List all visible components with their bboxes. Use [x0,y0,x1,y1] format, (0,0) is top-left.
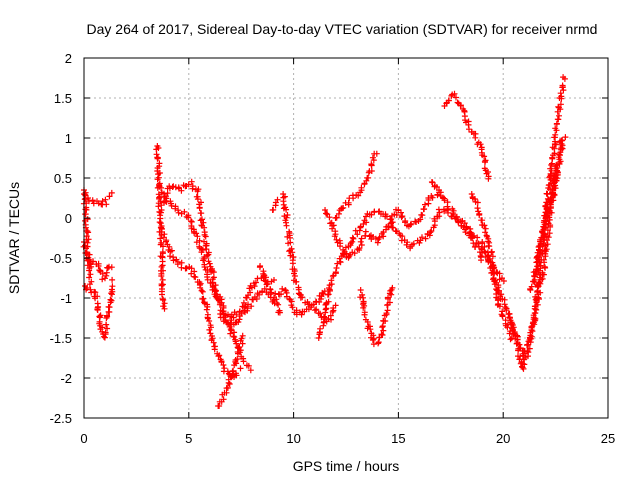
x-axis-label: GPS time / hours [293,458,400,474]
data-point-cloud [269,196,281,213]
data-track-24 [527,169,561,293]
y-tick-label: 1.5 [54,91,72,106]
data-point-cloud [217,285,283,328]
chart-title: Day 264 of 2017, Sidereal Day-to-day VTE… [87,21,598,37]
data-track-4 [153,143,168,312]
x-tick-label: 25 [601,431,615,446]
plot-frame [83,57,609,419]
data-point-cloud [256,263,286,303]
data-track-7 [158,178,277,324]
y-axis-label: SDTVAR / TECUs [6,182,22,294]
data-point-cloud [428,179,444,196]
x-tick-label: 0 [80,431,87,446]
x-tick-label: 20 [496,431,510,446]
data-track-19 [441,90,492,182]
data-point-cloud [80,239,115,283]
data-track-18 [428,179,444,196]
y-tick-label: -1 [60,291,72,306]
x-tick-label: 15 [391,431,405,446]
y-tick-label: 0 [65,211,72,226]
data-point-cloud [215,332,246,409]
y-tick-label: -2.5 [50,411,72,426]
x-tick-label: 5 [185,431,192,446]
data-point-cloud [158,223,244,380]
y-tick-label: 2 [65,51,72,66]
data-point-cloud [153,143,168,312]
data-track-1 [80,239,115,283]
y-tick-label: -1.5 [50,331,72,346]
data-track-17 [357,284,396,348]
data-point-cloud [332,150,380,221]
data-track-14 [315,206,485,341]
axis-ticks: 0 5 10 15 20 25 2 1.5 1 0.5 0 -0.5 -1 -1.5 -2 -2.5 [50,51,616,446]
data-point-cloud [441,90,492,182]
x-tick-label: 10 [286,431,300,446]
data-track-10 [256,263,286,303]
data-point-cloud [82,276,116,341]
data-point-cloud [357,284,396,348]
y-tick-label: 0.5 [54,171,72,186]
data-track-2 [82,276,116,341]
data-track-15 [322,189,507,284]
data-track-9 [217,285,283,328]
y-tick-label: -0.5 [50,251,72,266]
data-track-16 [332,150,380,221]
data-series [80,74,569,409]
y-tick-label: -2 [60,371,72,386]
data-point-cloud [315,206,485,341]
data-track-6 [158,223,244,380]
y-tick-label: 1 [65,131,72,146]
grid-lines [84,58,608,418]
data-point-cloud [158,178,277,324]
data-track-8 [215,332,246,409]
data-point-cloud [527,169,561,293]
data-track-11 [269,196,281,213]
data-point-cloud [322,189,507,284]
